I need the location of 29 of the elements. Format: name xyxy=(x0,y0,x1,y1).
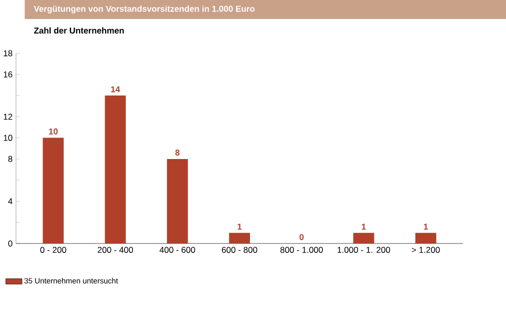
x-tick-label: 800 - 1.000 xyxy=(280,246,323,253)
y-tick-label: 8 xyxy=(8,156,12,162)
bar xyxy=(353,233,374,244)
bar xyxy=(229,233,250,244)
chart-title: Vergütungen von Vorstandsvorsitzenden in 1.000 Euro xyxy=(34,6,255,14)
data-label: 14 xyxy=(111,86,120,92)
x-tick-label: 200 - 400 xyxy=(98,246,134,253)
x-tick-label: > 1.200 xyxy=(412,246,440,253)
y-tick-label: 16 xyxy=(4,71,12,78)
data-label: 0 xyxy=(300,234,304,240)
data-label: 10 xyxy=(49,128,58,135)
data-label: 1 xyxy=(238,224,242,230)
bar xyxy=(166,159,188,244)
x-tick-label: 0 - 200 xyxy=(40,246,66,253)
y-axis-title: Zahl der Unternehmen xyxy=(34,27,124,34)
data-label: 1 xyxy=(424,224,428,230)
x-tick-label: 400 - 600 xyxy=(160,246,196,253)
data-label: 8 xyxy=(175,150,180,156)
bar xyxy=(42,138,64,244)
y-tick-label: 12 xyxy=(4,114,12,120)
data-label: 1 xyxy=(362,224,366,230)
x-tick-label: 600 - 800 xyxy=(222,246,258,253)
y-tick-label: 0 xyxy=(8,240,12,247)
y-tick-label: 10 xyxy=(4,134,12,141)
y-tick-label: 4 xyxy=(8,198,12,204)
bar xyxy=(104,96,126,244)
bar xyxy=(415,233,436,244)
x-tick-label: 1.000 - 1. 200 xyxy=(338,246,390,253)
y-tick-label: 18 xyxy=(4,50,12,56)
